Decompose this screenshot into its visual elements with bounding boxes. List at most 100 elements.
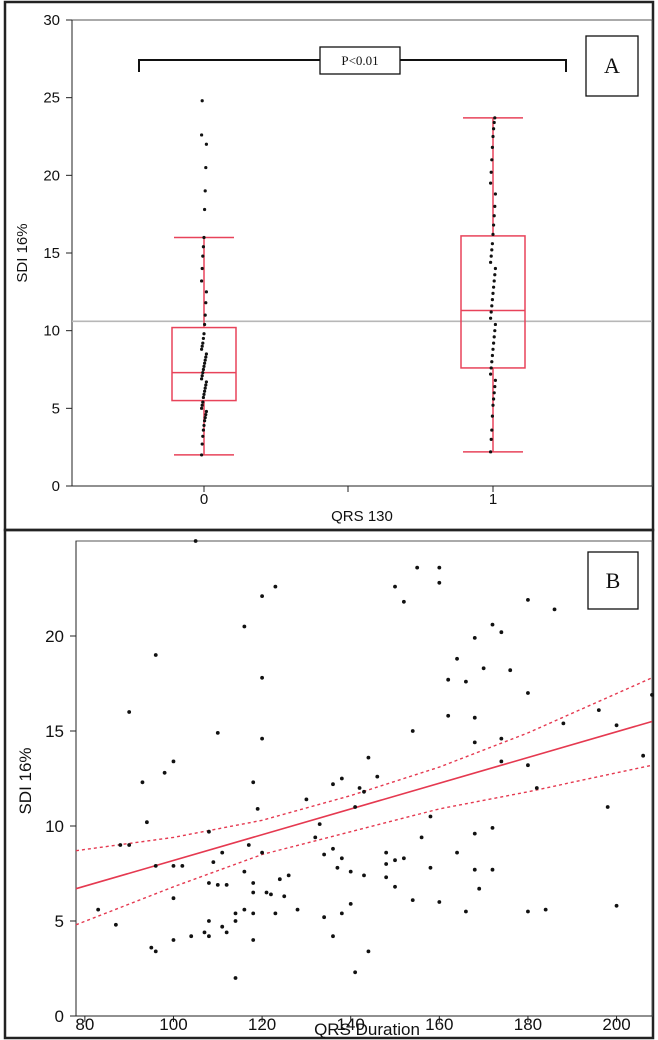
scatter-point <box>260 736 264 741</box>
iqr-box <box>171 326 237 402</box>
scatter-point <box>401 856 406 861</box>
panel-b-plot-frame <box>75 540 653 1017</box>
panel-b-y-axis-title: SDI 16% <box>16 747 35 814</box>
scatter-point <box>335 865 340 870</box>
data-point <box>204 409 208 414</box>
scatter-point <box>273 584 278 589</box>
panel-a-y-tick-label: 0 <box>52 478 60 495</box>
scatter-point <box>437 565 442 570</box>
scatter-point <box>220 924 225 929</box>
panel-b-y-tick-label: 0 <box>55 1007 64 1026</box>
scatter-point <box>171 864 176 868</box>
scatter-point <box>348 869 353 874</box>
data-point <box>203 189 207 193</box>
data-point <box>491 403 495 407</box>
scatter-point <box>446 713 451 718</box>
scatter-point <box>401 599 406 604</box>
scatter-point <box>313 835 318 840</box>
panel-b-confidence-band <box>75 677 653 926</box>
data-point <box>204 290 208 294</box>
scatter-point <box>526 909 530 914</box>
scatter-point <box>242 907 247 912</box>
scatter-point <box>641 753 646 758</box>
scatter-point <box>362 789 366 794</box>
scatter-point <box>614 723 619 728</box>
scatter-point <box>415 565 420 570</box>
scatter-point <box>317 822 322 826</box>
scatter-point <box>534 786 539 790</box>
data-point <box>200 377 204 381</box>
panel-a-boxes <box>171 117 526 456</box>
data-point <box>204 165 208 170</box>
panel-b-letter: B <box>606 568 621 593</box>
data-point <box>203 416 207 420</box>
scatter-point <box>251 881 256 885</box>
scatter-point <box>282 894 287 899</box>
data-point <box>201 367 205 372</box>
data-point <box>202 235 206 240</box>
data-point <box>201 400 205 404</box>
scatter-point <box>246 843 251 847</box>
scatter-point <box>428 814 433 819</box>
scatter-point <box>331 934 335 939</box>
panel-b-x-tick-label: 180 <box>514 1015 542 1034</box>
panel-b-x-tick-label: 120 <box>248 1015 276 1034</box>
data-point <box>491 232 495 236</box>
scatter-point <box>149 945 154 950</box>
scatter-point <box>118 843 123 847</box>
scatter-point <box>410 729 415 733</box>
scatter-point <box>481 666 486 671</box>
panel-a-points <box>200 99 497 457</box>
scatter-point <box>348 902 353 906</box>
data-point <box>492 214 496 218</box>
data-point <box>491 347 495 351</box>
scatter-point <box>207 934 211 939</box>
scatter-point <box>171 759 176 764</box>
data-point <box>493 384 497 389</box>
scatter-point <box>428 865 433 870</box>
panel-b-y-ticks: 0 5 10 15 20 <box>45 627 76 1026</box>
data-point <box>201 341 205 345</box>
scatter-point <box>384 862 389 866</box>
scatter-point <box>650 693 654 697</box>
scatter-point <box>127 843 132 847</box>
scatter-point <box>251 890 256 895</box>
scatter-point <box>153 864 158 868</box>
panel-b-x-axis-title: QRS Duration <box>314 1020 420 1039</box>
data-point <box>490 145 494 149</box>
scatter-point <box>472 867 477 872</box>
scatter-point <box>353 805 358 809</box>
scatter-point <box>127 710 132 714</box>
scatter-point <box>455 656 459 661</box>
panel-b-x-tick-label: 160 <box>425 1015 453 1034</box>
panel-a-y-tick-label: 30 <box>43 12 60 29</box>
panel-a-y-ticks: 0 5 10 15 20 25 30 <box>43 12 72 495</box>
data-point <box>493 273 497 277</box>
data-point <box>203 313 207 317</box>
scatter-point <box>384 850 389 855</box>
data-point <box>492 127 496 131</box>
panel-a-letter: A <box>604 53 620 78</box>
scatter-point <box>322 915 327 920</box>
data-point <box>490 360 494 364</box>
scatter-point <box>464 909 468 914</box>
scatter-point <box>144 820 149 825</box>
data-point <box>204 412 208 417</box>
scatter-point <box>526 763 530 768</box>
data-point <box>493 266 497 271</box>
data-point <box>493 192 497 196</box>
scatter-point <box>393 584 397 589</box>
panel-b-y-tick-label: 20 <box>45 627 64 646</box>
data-point <box>493 204 497 208</box>
scatter-point <box>472 715 477 720</box>
scatter-point <box>437 900 442 904</box>
scatter-point <box>472 831 477 836</box>
p-value-box <box>319 46 401 75</box>
scatter-point <box>322 852 327 857</box>
scatter-point <box>242 624 247 629</box>
confidence-band-upper <box>75 677 653 852</box>
data-point <box>201 434 205 438</box>
data-point <box>489 437 493 441</box>
scatter-point <box>375 774 380 779</box>
